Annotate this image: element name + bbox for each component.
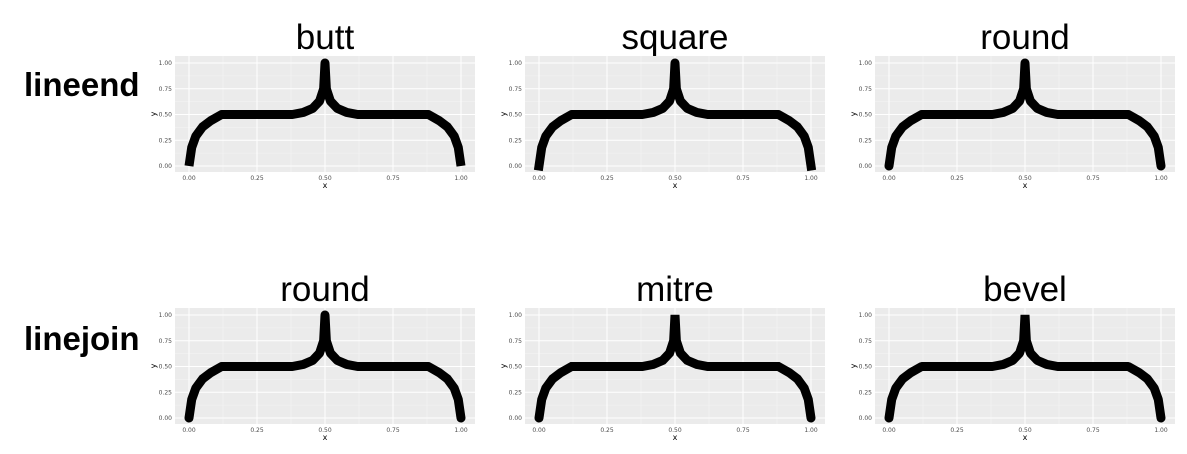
x-tick-label: 0.75 [1086,175,1100,182]
x-tick-label: 0.25 [950,427,964,434]
x-tick-label: 0.75 [386,175,400,182]
x-tick-label: 0.50 [318,427,332,434]
y-tick-label: 0.00 [859,163,873,170]
x-tick-label: 0.00 [182,427,196,434]
y-tick-label: 0.75 [159,86,173,93]
x-tick-label: 0.50 [318,175,332,182]
y-tick-label: 0.25 [159,137,173,144]
y-tick-label: 0.50 [509,364,523,371]
chart-panel: 0.00 0.25 0.50 0.75 1.00 0.00 0.25 0.50 0.75 1.00… [849,56,1175,190]
panel-title: mitre [636,270,714,309]
y-axis-label: y [499,111,508,116]
y-tick-label: 1.00 [859,60,873,67]
y-tick-label: 1.00 [859,312,873,319]
x-axis-label: x [673,433,678,442]
chart-panel: 0.00 0.25 0.50 0.75 1.00 0.00 0.25 0.50 0.75 1.00… [849,308,1175,442]
chart-panel: 0.00 0.25 0.50 0.75 1.00 0.00 0.25 0.50 0.75 1.00… [149,308,475,442]
x-tick-label: 1.00 [454,175,468,182]
y-tick-label: 0.75 [509,86,523,93]
y-tick-label: 0.00 [509,415,523,422]
chart-panel: 0.00 0.25 0.50 0.75 1.00 0.00 0.25 0.50 0.75 1.00… [149,56,475,190]
y-tick-label: 0.50 [509,112,523,119]
x-tick-label: 1.00 [454,427,468,434]
x-tick-label: 0.25 [250,175,264,182]
series-line [884,58,1166,171]
y-tick-label: 0.75 [859,86,873,93]
x-tick-label: 0.75 [386,427,400,434]
series-line [884,314,1166,423]
chart-panel: 0.00 0.25 0.50 0.75 1.00 0.00 0.25 0.50 0.75 1.00… [499,308,825,442]
x-tick-label: 0.00 [882,427,896,434]
panel-title: butt [295,18,355,57]
y-tick-label: 1.00 [509,312,523,319]
panel-title: bevel [983,270,1067,309]
x-tick-label: 0.75 [736,175,750,182]
x-tick-label: 0.25 [600,175,614,182]
panel-title: round [980,18,1070,57]
series-line [184,310,466,423]
y-axis-label: y [149,111,158,116]
y-tick-label: 0.50 [859,112,873,119]
panel-title: round [280,270,370,309]
y-tick-label: 0.25 [859,389,873,396]
y-tick-label: 1.00 [159,60,173,67]
x-tick-label: 0.00 [882,175,896,182]
x-tick-label: 0.50 [1018,427,1032,434]
x-tick-label: 0.50 [1018,175,1032,182]
x-tick-label: 0.50 [668,427,682,434]
x-tick-label: 0.00 [532,175,546,182]
y-tick-label: 0.00 [509,163,523,170]
x-axis-label: x [323,433,328,442]
x-tick-label: 0.75 [736,427,750,434]
y-tick-label: 0.00 [159,415,173,422]
x-axis-label: x [323,181,328,190]
x-tick-label: 0.25 [250,427,264,434]
y-tick-label: 0.50 [159,112,173,119]
y-tick-label: 0.25 [859,137,873,144]
panel-title: square [621,18,729,57]
x-tick-label: 0.25 [600,427,614,434]
series-line [184,58,466,167]
x-axis-label: x [1023,181,1028,190]
y-tick-label: 0.25 [159,389,173,396]
series-line [533,58,817,172]
x-axis-label: x [1023,433,1028,442]
x-tick-label: 0.25 [950,175,964,182]
y-tick-label: 0.25 [509,137,523,144]
series-line [534,314,816,423]
y-axis-label: y [499,363,508,368]
y-axis-label: y [849,363,858,368]
y-tick-label: 0.00 [859,415,873,422]
x-tick-label: 1.00 [804,175,818,182]
y-tick-label: 0.75 [859,338,873,345]
x-axis-label: x [673,181,678,190]
y-tick-label: 1.00 [509,60,523,67]
x-tick-label: 0.00 [532,427,546,434]
y-tick-label: 0.00 [159,163,173,170]
y-tick-label: 0.25 [509,389,523,396]
row-label-lineend: lineend [24,66,140,103]
y-tick-label: 0.50 [859,364,873,371]
y-tick-label: 1.00 [159,312,173,319]
x-tick-label: 1.00 [1154,427,1168,434]
y-axis-label: y [849,111,858,116]
y-axis-label: y [149,363,158,368]
row-label-linejoin: linejoin [24,320,140,357]
x-tick-label: 0.75 [1086,427,1100,434]
y-tick-label: 0.75 [159,338,173,345]
x-tick-label: 1.00 [804,427,818,434]
chart-panel: 0.00 0.25 0.50 0.75 1.00 0.00 0.25 0.50 0.75 1.00… [499,56,825,190]
x-tick-label: 0.50 [668,175,682,182]
y-tick-label: 0.75 [509,338,523,345]
x-tick-label: 0.00 [182,175,196,182]
y-tick-label: 0.50 [159,364,173,371]
x-tick-label: 1.00 [1154,175,1168,182]
